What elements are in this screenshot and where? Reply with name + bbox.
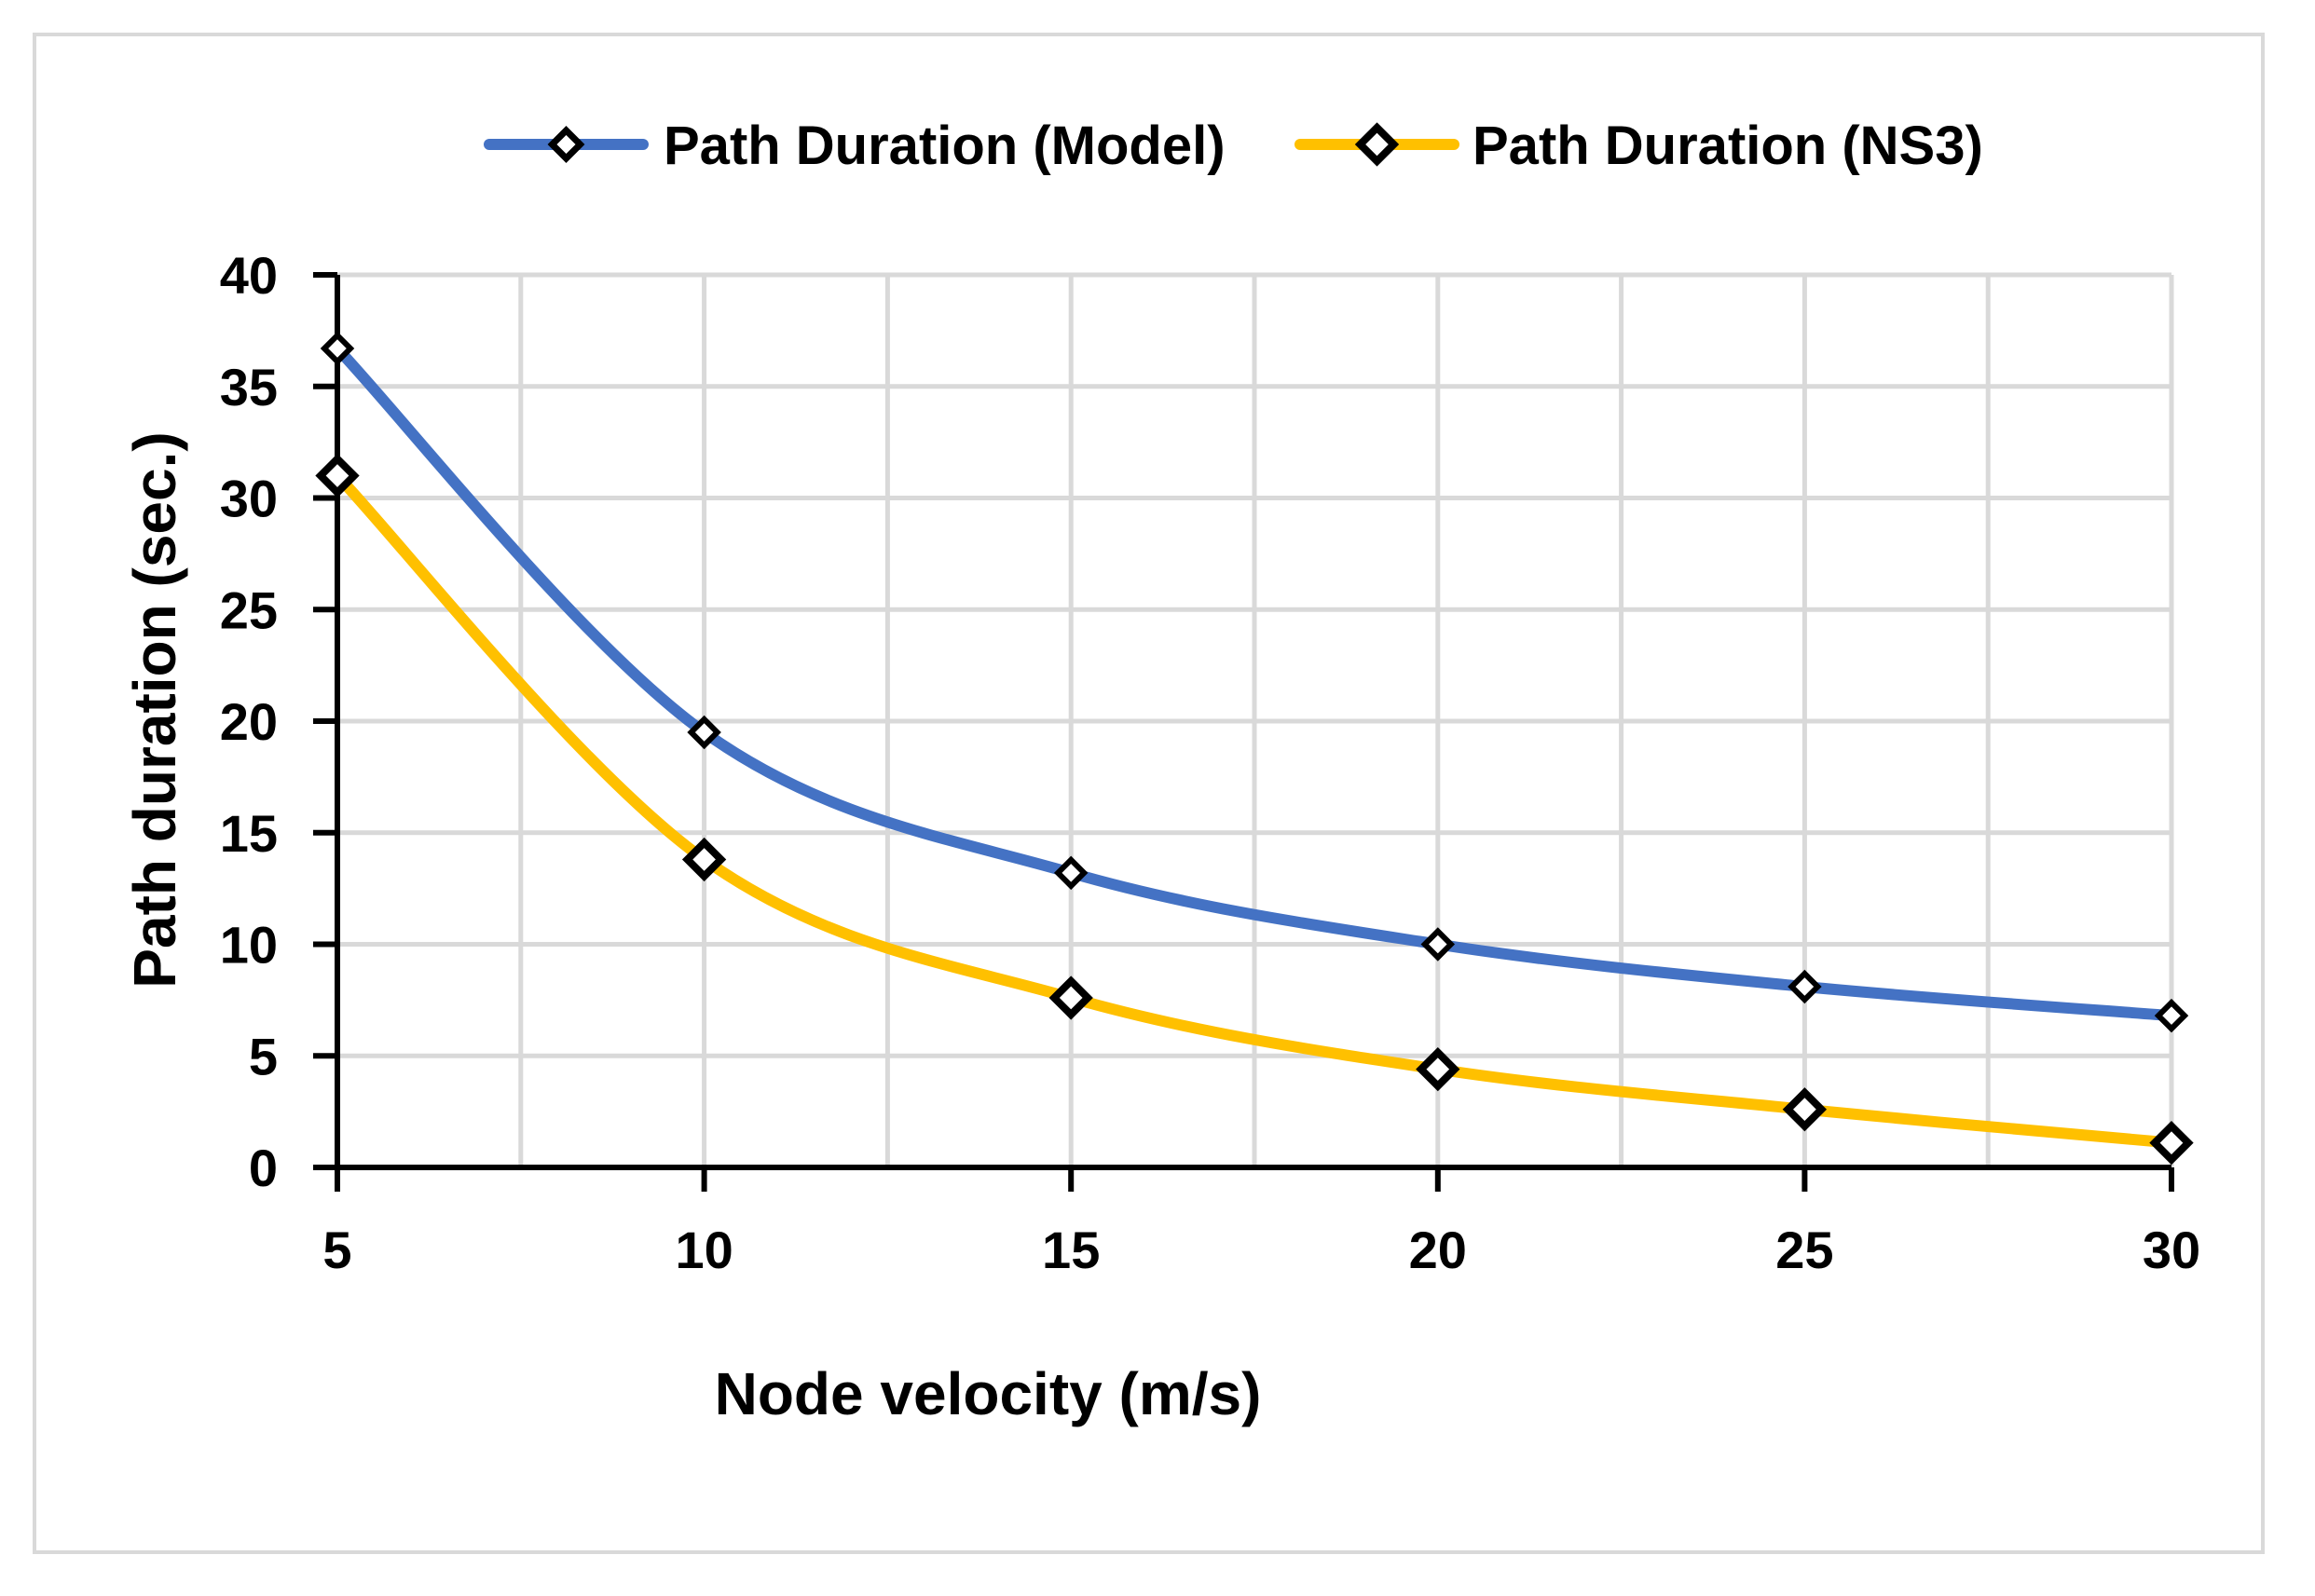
- y-tick-label-15: 15: [220, 804, 278, 863]
- y-axis-title: Path duration (sec.): [121, 431, 188, 988]
- data-point-s0-x20: [1420, 927, 1456, 962]
- y-tick-label-20: 20: [220, 692, 278, 751]
- y-tick-label-0: 0: [249, 1139, 278, 1197]
- data-point-s0-x15: [1053, 855, 1089, 891]
- data-point-s1-x30: [2149, 1121, 2194, 1166]
- legend-item-ns3: Path Duration (NS3): [1294, 116, 1983, 176]
- x-tick-label-20: 20: [1409, 1221, 1467, 1279]
- series-markers: [315, 331, 2194, 1166]
- x-axis-title: Node velocity (m/s): [715, 1360, 1262, 1427]
- y-tick-label-40: 40: [220, 246, 278, 305]
- data-point-s1-x5: [315, 453, 360, 498]
- legend-marker-ns3: [1354, 122, 1400, 167]
- legend-label-model: Path Duration (Model): [664, 116, 1226, 176]
- y-tick-label-5: 5: [249, 1027, 278, 1085]
- data-point-s0-x5: [320, 331, 355, 366]
- series-lines: [332, 343, 2177, 1149]
- series-line-0: [332, 343, 2177, 1022]
- data-point-s1-x20: [1416, 1046, 1460, 1092]
- legend: Path Duration (Model) Path Duration (NS3…: [484, 116, 1983, 176]
- x-tick-label-25: 25: [1775, 1221, 1833, 1279]
- x-tick-label-5: 5: [322, 1221, 351, 1279]
- y-tick-label-25: 25: [220, 580, 278, 639]
- y-tick-label-10: 10: [220, 916, 278, 975]
- axes: [313, 272, 2174, 1192]
- grid: [337, 272, 2174, 1167]
- legend-item-model: Path Duration (Model): [484, 116, 1226, 176]
- data-point-s0-x10: [687, 715, 721, 750]
- data-point-s1-x15: [1048, 975, 1093, 1020]
- data-point-s0-x25: [1788, 969, 1822, 1004]
- x-tick-label-15: 15: [1042, 1221, 1100, 1279]
- data-point-s1-x25: [1782, 1087, 1828, 1132]
- legend-marker-model: [547, 126, 585, 163]
- chart-frame: [33, 33, 2265, 1554]
- y-tick-label-35: 35: [220, 358, 278, 416]
- x-tick-label-10: 10: [675, 1221, 733, 1279]
- y-tick-label-30: 30: [220, 470, 278, 528]
- data-point-s0-x30: [2154, 998, 2189, 1033]
- x-tick-label-30: 30: [2143, 1221, 2200, 1279]
- series-line-1: [332, 470, 2177, 1149]
- legend-label-ns3: Path Duration (NS3): [1473, 116, 1983, 176]
- data-point-s1-x10: [681, 837, 727, 882]
